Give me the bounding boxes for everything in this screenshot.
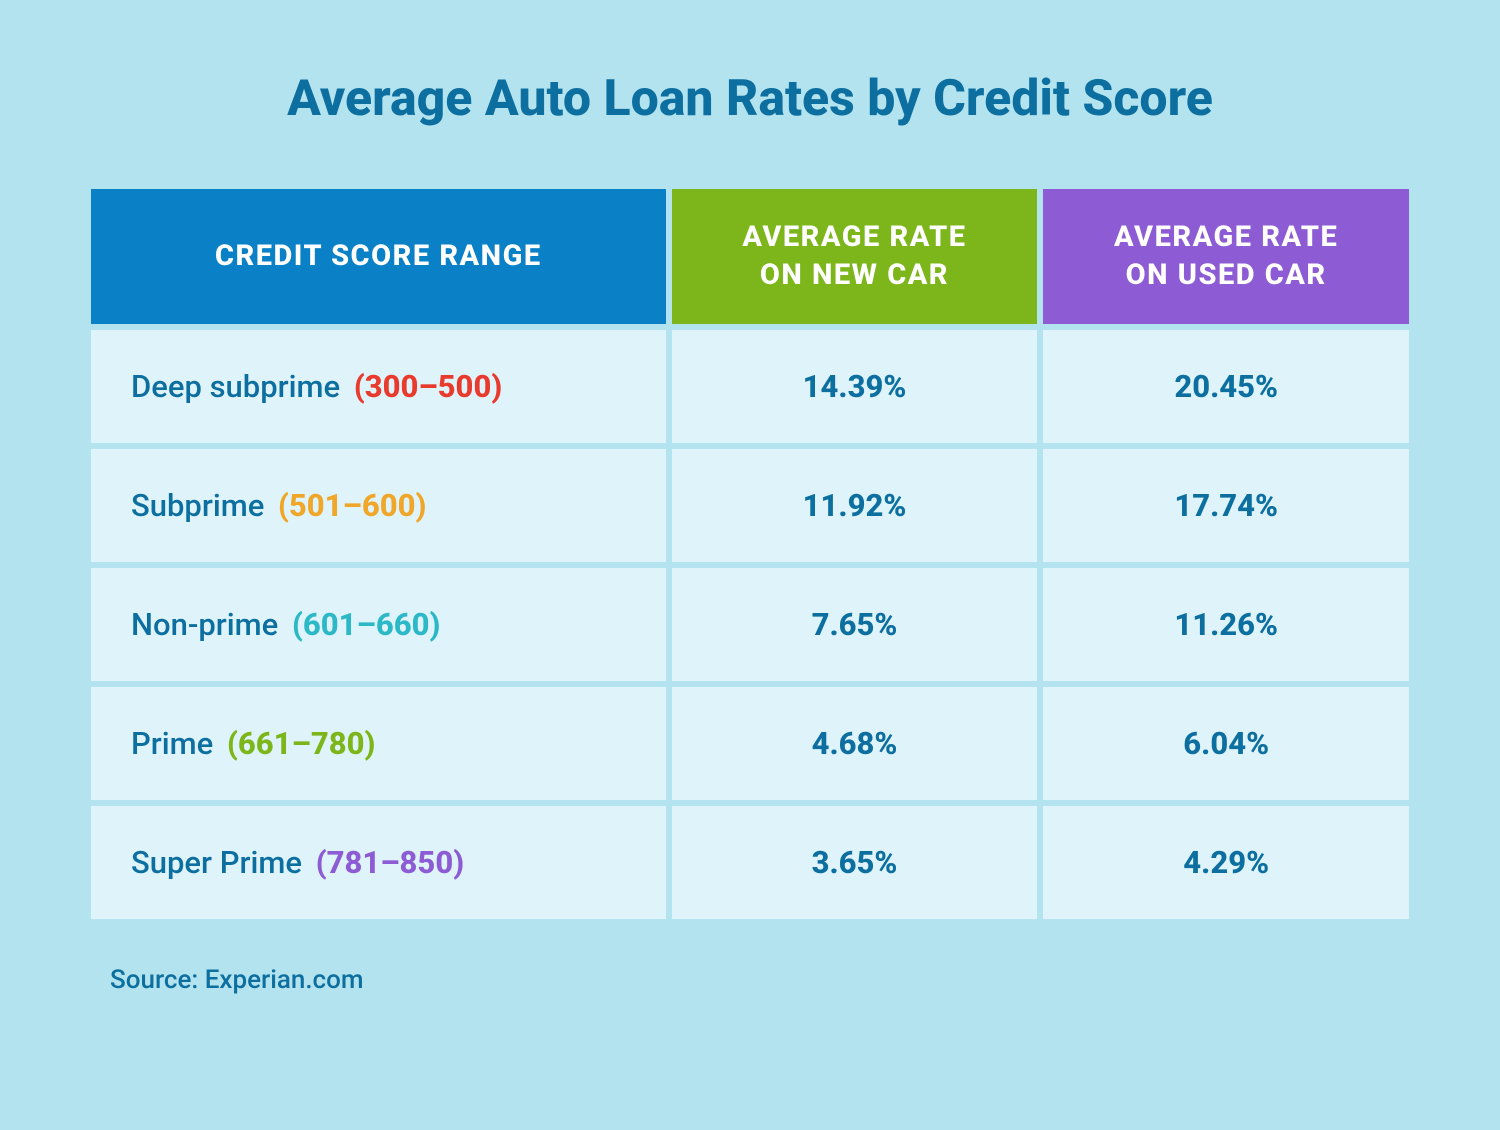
used-rate-cell: 20.45% [1043,330,1409,443]
header-new-line1: AVERAGE RATE [742,220,966,254]
range-cell: Super Prime (781–850) [91,806,666,919]
range-cell: Non-prime (601–660) [91,568,666,681]
header-new-line2: ON NEW CAR [760,258,949,292]
used-rate-cell: 17.74% [1043,449,1409,562]
range-label: Deep subprime [131,368,340,405]
used-rate-cell: 4.29% [1043,806,1409,919]
range-label: Subprime [131,487,264,524]
new-rate-cell: 14.39% [672,330,1038,443]
header-credit-score-range: CREDIT SCORE RANGE [91,189,666,324]
used-rate-cell: 6.04% [1043,687,1409,800]
header-avg-rate-new-car: AVERAGE RATE ON NEW CAR [672,189,1038,324]
table-row: Deep subprime (300–500) 14.39% 20.45% [91,330,1409,443]
range-cell: Subprime (501–600) [91,449,666,562]
header-used-line2: ON USED CAR [1126,258,1327,292]
source-text: Source: Experian.com [110,965,1415,995]
range-number: (781–850) [316,844,464,881]
new-rate-cell: 11.92% [672,449,1038,562]
range-cell: Prime (661–780) [91,687,666,800]
range-number: (501–600) [278,487,426,524]
table-body: Deep subprime (300–500) 14.39% 20.45% Su… [91,330,1409,919]
range-label: Non-prime [131,606,278,643]
header-used-line1: AVERAGE RATE [1114,220,1338,254]
table-row: Non-prime (601–660) 7.65% 11.26% [91,568,1409,681]
range-number: (601–660) [292,606,440,643]
range-number: (300–500) [354,368,502,405]
range-cell: Deep subprime (300–500) [91,330,666,443]
new-rate-cell: 3.65% [672,806,1038,919]
range-label: Super Prime [131,844,302,881]
new-rate-cell: 4.68% [672,687,1038,800]
table-row: Subprime (501–600) 11.92% 17.74% [91,449,1409,562]
table-header-row: CREDIT SCORE RANGE AVERAGE RATE ON NEW C… [91,189,1409,324]
rates-table: CREDIT SCORE RANGE AVERAGE RATE ON NEW C… [85,183,1415,925]
used-rate-cell: 11.26% [1043,568,1409,681]
table-row: Super Prime (781–850) 3.65% 4.29% [91,806,1409,919]
header-avg-rate-used-car: AVERAGE RATE ON USED CAR [1043,189,1409,324]
table-row: Prime (661–780) 4.68% 6.04% [91,687,1409,800]
new-rate-cell: 7.65% [672,568,1038,681]
range-number: (661–780) [227,725,375,762]
range-label: Prime [131,725,213,762]
page-title: Average Auto Loan Rates by Credit Score [85,70,1415,128]
